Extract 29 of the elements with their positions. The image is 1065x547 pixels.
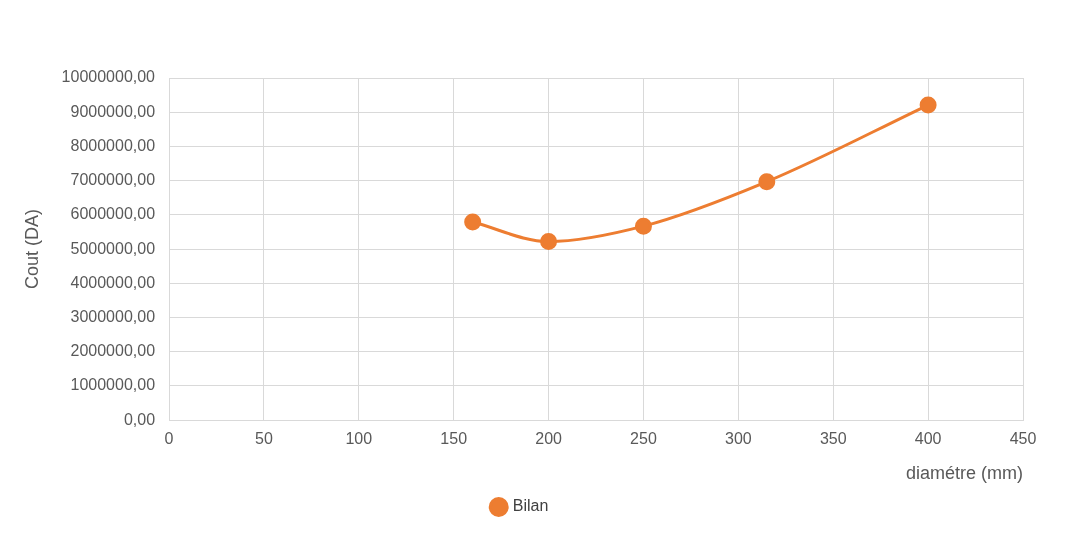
y-tick-label: 2000000,00 xyxy=(70,342,156,360)
x-tick-label: 0 xyxy=(164,430,174,448)
x-tick-label: 300 xyxy=(724,430,752,448)
point xyxy=(540,233,558,251)
y-tick-label: 9000000,00 xyxy=(70,102,156,120)
y-tick-label: 0,00 xyxy=(123,410,156,428)
point xyxy=(464,213,482,231)
y-tick-label: 7000000,00 xyxy=(70,171,156,189)
y-tick-label: 3000000,00 xyxy=(70,307,156,325)
x-tick-label: 150 xyxy=(440,430,468,448)
x-tick-label: 200 xyxy=(535,430,563,448)
legend-label: Bilan xyxy=(512,497,549,515)
point xyxy=(758,173,776,191)
x-tick-label: 450 xyxy=(1009,430,1037,448)
y-tick-label: 5000000,00 xyxy=(70,239,156,257)
y-tick-label: 8000000,00 xyxy=(70,136,156,154)
x-tick-label: 100 xyxy=(345,430,373,448)
x-axis-title: diamétre (mm) xyxy=(905,463,1023,484)
y-tick-label: 6000000,00 xyxy=(70,205,156,223)
y-axis-title: Cout (DA) xyxy=(21,209,42,290)
y-tick-label: 10000000,00 xyxy=(61,68,156,86)
x-tick-label: 250 xyxy=(630,430,657,448)
y-tick-label: 4000000,00 xyxy=(70,273,156,291)
x-tick-label: 400 xyxy=(914,430,942,448)
x-tick-label: 350 xyxy=(819,430,847,448)
x-tick-label: 50 xyxy=(255,430,273,448)
point xyxy=(919,96,937,114)
y-tick-label: 1000000,00 xyxy=(70,376,156,394)
point xyxy=(634,217,652,235)
